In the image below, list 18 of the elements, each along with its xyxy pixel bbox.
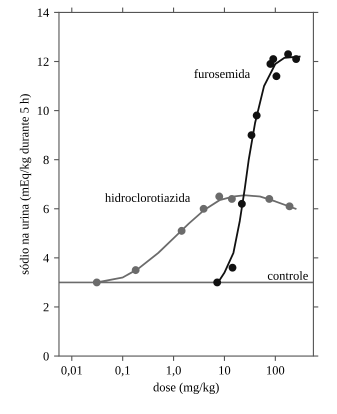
x-tick-label: 10 <box>219 366 230 375</box>
x-tick-label: 0,1 <box>115 366 130 376</box>
x-tick-label: 1,0 <box>166 366 181 376</box>
x-tick-label: 100 <box>267 366 284 375</box>
y-axis-title: sódio na urina (mEq/kg durante 5 h) <box>20 94 32 274</box>
y-tick-label: 2 <box>44 303 49 312</box>
y-tick-label: 0 <box>43 352 49 360</box>
y-tick-label: 6 <box>44 204 49 214</box>
y-tick-label: 8 <box>43 156 49 164</box>
ref-line-label: controle <box>268 271 308 280</box>
y-tick-label: 4 <box>43 254 50 262</box>
y-tick-label: 12 <box>38 58 49 66</box>
x-tick-label: 0,01 <box>61 366 82 376</box>
y-tick-label: 10 <box>38 106 49 116</box>
y-tick-label: 14 <box>38 8 50 17</box>
series-label: furosemida <box>194 69 250 78</box>
x-axis-title: dose (mg/kg) <box>153 382 219 394</box>
series-label: hidroclorotiazida <box>105 193 190 202</box>
